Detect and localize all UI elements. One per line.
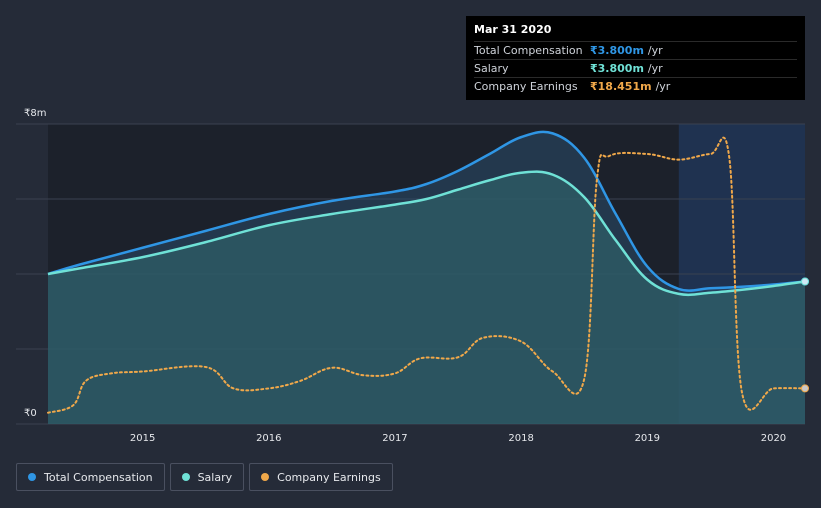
x-tick-label: 2019: [635, 433, 660, 444]
legend-label: Total Compensation: [44, 470, 153, 484]
legend-dot-icon: [28, 473, 36, 481]
y-tick-label: ₹8m: [24, 108, 46, 119]
tooltip-unit: /yr: [655, 80, 671, 93]
series-line-salary: [47, 170, 806, 297]
tooltip-value: ₹3.800m: [590, 62, 644, 75]
tooltip-row-earnings: Company Earnings ₹18.451m /yr: [474, 77, 797, 95]
tooltip-row-total: Total Compensation ₹3.800m /yr: [474, 41, 797, 59]
x-tick-label: 2020: [761, 433, 786, 444]
legend: Total Compensation Salary Company Earnin…: [16, 463, 393, 491]
y-tick-label: ₹0: [24, 408, 37, 419]
tooltip-label: Salary: [474, 62, 509, 75]
tooltip-label: Company Earnings: [474, 80, 578, 93]
tooltip-value: ₹3.800m: [590, 44, 644, 57]
tooltip-label: Total Compensation: [474, 44, 583, 57]
tooltip-unit: /yr: [647, 44, 663, 57]
legend-dot-icon: [261, 473, 270, 481]
x-tick-label: 2016: [256, 433, 281, 444]
series-area-salary: [48, 171, 805, 424]
tooltip-date: Mar 31 2020: [474, 23, 552, 36]
series-endpoint-marker: [801, 384, 809, 393]
series-endpoint-marker: [801, 277, 809, 286]
legend-item-company-earnings[interactable]: Company Earnings: [249, 463, 393, 491]
tooltip-row-salary: Salary ₹3.800m /yr: [474, 59, 797, 77]
legend-label: Company Earnings: [277, 470, 381, 484]
series-line-company-earnings: [47, 136, 806, 414]
tooltip-value: ₹18.451m: [590, 80, 652, 93]
series-line-total-compensation: [47, 130, 806, 292]
x-tick-label: 2015: [130, 433, 155, 444]
x-tick-label: 2017: [382, 433, 407, 444]
legend-item-salary[interactable]: Salary: [169, 463, 245, 491]
tooltip: Mar 31 2020 Total Compensation ₹3.800m /…: [466, 16, 805, 100]
legend-dot-icon: [181, 473, 190, 481]
legend-label: Salary: [197, 470, 233, 484]
tooltip-unit: /yr: [647, 62, 663, 75]
legend-item-total-compensation[interactable]: Total Compensation: [16, 463, 165, 491]
x-tick-label: 2018: [508, 433, 533, 444]
